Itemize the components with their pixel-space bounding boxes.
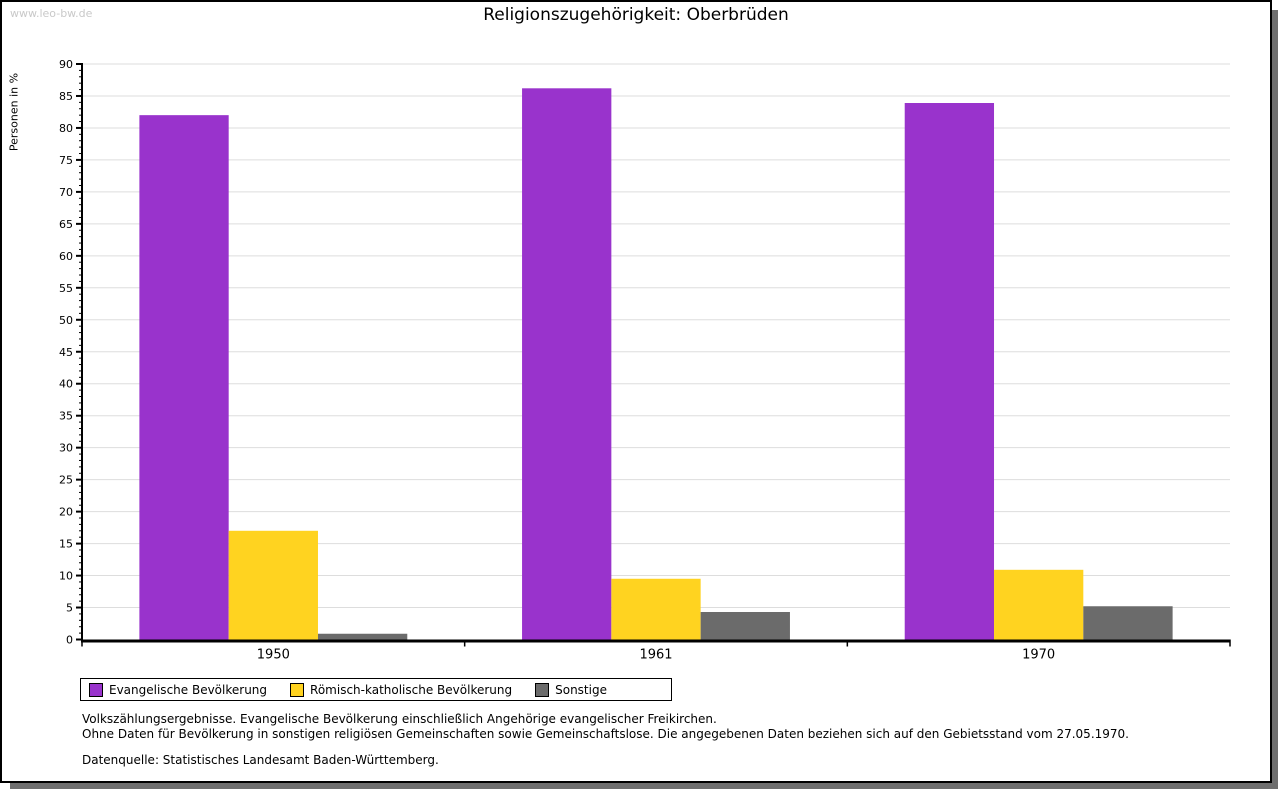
y-tick-label-75: 75 [59, 154, 73, 167]
legend-swatch-katholisch [290, 682, 305, 697]
x-tick-label-1961: 1961 [639, 648, 672, 663]
y-tick-label-15: 15 [59, 538, 73, 551]
bar-1950-s2 [317, 633, 408, 641]
bar-chart: 1950 1961 1970 0 5 10 15 20 25 30 35 40 45 50 55 60 65 70… [59, 58, 1231, 663]
bar-1970-s1 [994, 569, 1084, 641]
legend: Evangelische Bevölkerung Römisch-katholi… [80, 678, 672, 701]
x-tick-label-1950: 1950 [257, 648, 290, 663]
legend-label-evangelisch: Evangelische Bevölkerung [109, 682, 268, 697]
legend-swatch-evangelisch [89, 682, 103, 697]
x-tick-label-1970: 1970 [1022, 648, 1055, 663]
y-tick-label-85: 85 [59, 90, 73, 103]
bar-1950-s0 [139, 115, 229, 641]
y-tick-label-35: 35 [59, 410, 73, 423]
y-tick-label-60: 60 [59, 250, 73, 263]
datasource-line: Datenquelle: Statistisches Landesamt Bad… [82, 753, 439, 767]
bar-1961-s2 [700, 612, 790, 641]
y-tick-label-40: 40 [59, 378, 73, 391]
y-tick-label-70: 70 [59, 186, 73, 199]
legend-item-evangelisch: Evangelische Bevölkerung [89, 682, 268, 697]
y-tick-label-45: 45 [59, 346, 73, 359]
y-tick-label-10: 10 [59, 570, 73, 583]
legend-item-sonstige: Sonstige [535, 682, 607, 697]
chart-title: Religionszugehörigkeit: Oberbrüden [483, 5, 789, 25]
y-tick-label-25: 25 [59, 474, 73, 487]
y-tick-label-90: 90 [59, 58, 73, 71]
bar-1970-s0 [904, 103, 995, 641]
y-tick-label-30: 30 [59, 442, 73, 455]
bar-1961-s1 [611, 578, 701, 641]
y-tick-label-50: 50 [59, 314, 73, 327]
y-tick-label-5: 5 [66, 602, 73, 615]
footnote-line-1: Volkszählungsergebnisse. Evangelische Be… [82, 712, 717, 726]
footnote-line-2: Ohne Daten für Bevölkerung in sonstigen … [82, 727, 1129, 741]
y-tick-label-80: 80 [59, 122, 73, 135]
bar-1961-s0 [522, 88, 612, 641]
bar-1950-s1 [228, 530, 318, 641]
y-tick-label-20: 20 [59, 506, 73, 519]
y-tick-label-0: 0 [66, 634, 73, 647]
legend-swatch-sonstige [535, 682, 550, 697]
legend-label-katholisch: Römisch-katholische Bevölkerung [310, 682, 513, 697]
watermark: www.leo-bw.de [10, 7, 93, 20]
y-tick-label-55: 55 [59, 282, 73, 295]
legend-label-sonstige: Sonstige [555, 682, 607, 697]
legend-item-katholisch: Römisch-katholische Bevölkerung [290, 682, 513, 697]
bar-1970-s2 [1083, 606, 1173, 641]
y-tick-label-65: 65 [59, 218, 73, 231]
